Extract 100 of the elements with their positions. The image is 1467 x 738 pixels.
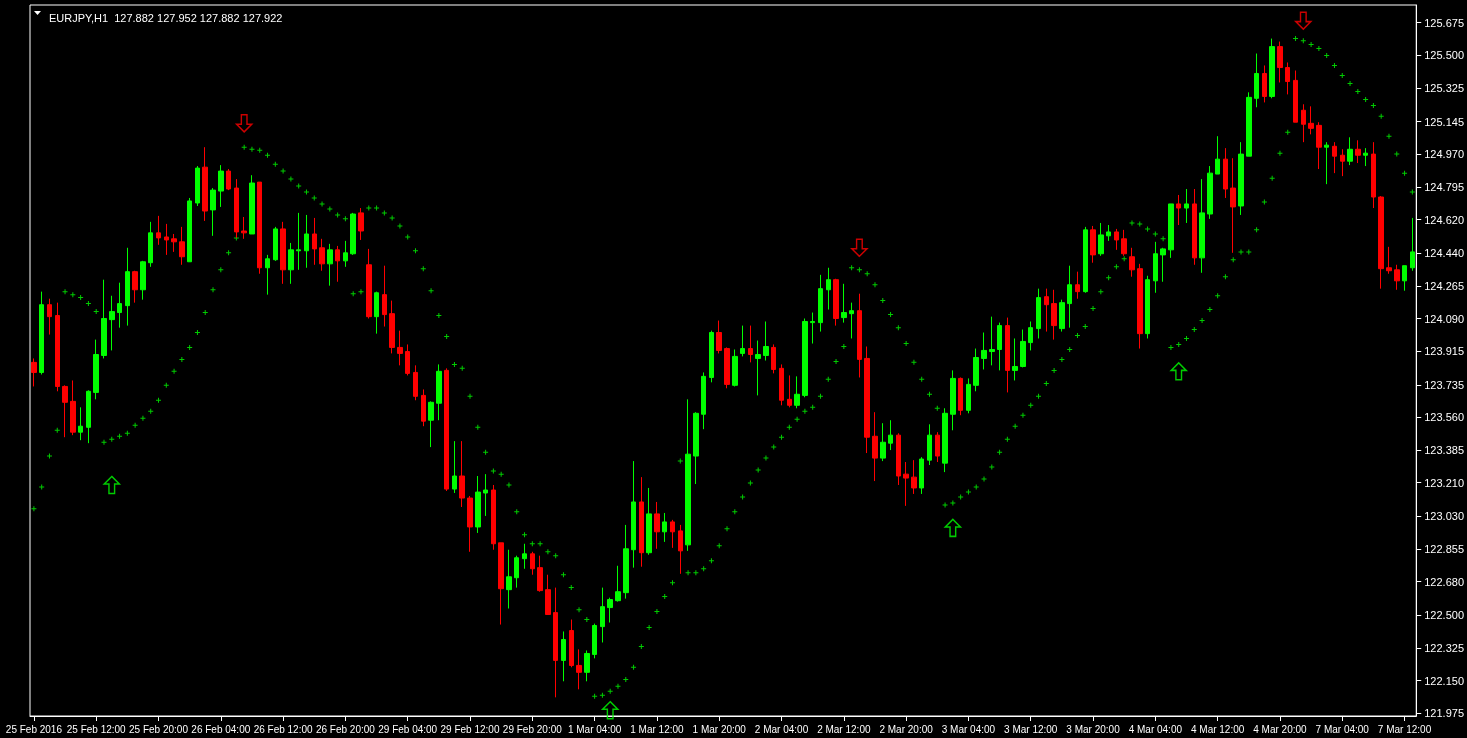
candlestick xyxy=(78,406,83,441)
point xyxy=(944,518,962,538)
candlestick xyxy=(1083,226,1088,294)
candlestick xyxy=(662,512,667,543)
candlestick xyxy=(187,197,192,263)
candlestick xyxy=(47,298,52,336)
candlestick xyxy=(1160,247,1166,283)
candlestick xyxy=(413,364,418,401)
candlestick xyxy=(794,375,800,409)
x-tick-label: 1 Mar 20:00 xyxy=(692,723,747,735)
candlestick xyxy=(1051,289,1057,341)
candlestick xyxy=(1153,241,1158,294)
candlestick xyxy=(218,164,224,208)
candlestick xyxy=(903,461,909,507)
y-tick-label: 122.150 xyxy=(1424,674,1464,687)
candlestick xyxy=(1324,141,1329,185)
y-tick-label: 123.030 xyxy=(1424,510,1464,523)
candlestick xyxy=(693,411,699,485)
candlestick xyxy=(561,630,566,682)
candlestick xyxy=(615,565,621,603)
candlestick xyxy=(1215,135,1220,175)
candlestick xyxy=(366,248,372,320)
candlestick xyxy=(1246,91,1252,157)
candlestick xyxy=(288,242,294,285)
candlestick xyxy=(576,648,582,690)
candlestick xyxy=(467,495,473,553)
x-tick-label: 29 Feb 04:00 xyxy=(378,723,438,735)
candlestick xyxy=(966,377,971,414)
x-tick-label: 4 Mar 12:00 xyxy=(1190,723,1245,735)
candlestick xyxy=(1340,148,1345,177)
candlestick xyxy=(382,265,387,328)
candlestick xyxy=(763,321,769,361)
candlestick xyxy=(335,245,340,283)
candlestick xyxy=(927,423,932,466)
candlestick xyxy=(639,476,644,568)
candlestick xyxy=(1028,321,1033,351)
candlestick xyxy=(39,291,44,375)
candlestick xyxy=(1371,141,1376,209)
x-tick-label: 26 Feb 12:00 xyxy=(253,723,314,735)
point xyxy=(235,114,253,133)
candlestick xyxy=(1036,288,1041,339)
candlestick xyxy=(1137,263,1143,350)
y-tick-label: 124.090 xyxy=(1424,312,1464,325)
candlestick xyxy=(631,460,636,569)
x-tick-label: 1 Mar 04:00 xyxy=(567,723,622,735)
candlestick xyxy=(997,322,1002,371)
candlestick xyxy=(678,524,683,575)
candlestick xyxy=(872,411,878,482)
candlestick xyxy=(374,291,379,335)
candlestick xyxy=(1090,225,1096,264)
candlestick xyxy=(958,376,963,416)
candlestick xyxy=(981,332,987,370)
candlestick xyxy=(327,243,333,287)
x-tick-label: 2 Mar 20:00 xyxy=(879,723,934,735)
candlestick xyxy=(1176,194,1181,226)
y-tick-label: 123.915 xyxy=(1424,345,1464,358)
y-tick-label: 124.620 xyxy=(1424,213,1464,226)
candlestick xyxy=(257,181,262,275)
candlestick xyxy=(179,226,185,266)
y-tick-label: 122.500 xyxy=(1424,609,1464,622)
candlestick xyxy=(62,384,68,438)
candlestick xyxy=(164,223,169,256)
x-tick-label: 1 Mar 12:00 xyxy=(630,723,685,735)
candlestick xyxy=(1199,178,1205,274)
candlestick xyxy=(241,216,247,240)
candlestick xyxy=(1347,136,1353,166)
candlestick xyxy=(1394,264,1400,291)
x-tick-label: 25 Feb 20:00 xyxy=(129,723,189,735)
candlestick xyxy=(1020,329,1026,368)
candlestick xyxy=(483,473,488,517)
candlestick xyxy=(600,587,605,643)
candlestick xyxy=(1168,203,1174,259)
candlestick xyxy=(709,330,714,383)
candlestick xyxy=(389,300,395,354)
candlestick xyxy=(1059,299,1065,333)
candlestick xyxy=(919,456,924,495)
x-tick-label: 26 Feb 20:00 xyxy=(315,723,376,735)
point xyxy=(601,700,619,720)
candlestick xyxy=(1363,147,1368,167)
x-tick-label: 29 Feb 20:00 xyxy=(502,723,563,735)
candlestick xyxy=(1230,157,1236,254)
candlestick xyxy=(569,619,574,668)
candlestick xyxy=(195,165,200,207)
candlestick xyxy=(444,367,449,492)
candlestick xyxy=(771,343,776,374)
candlestick xyxy=(358,207,364,241)
candlestick xyxy=(1332,141,1337,174)
candlestick xyxy=(397,330,403,366)
x-tick-label: 3 Mar 12:00 xyxy=(1004,723,1058,735)
point xyxy=(103,475,121,495)
candlestick xyxy=(1106,224,1111,242)
candlestick xyxy=(755,340,761,396)
y-tick-label: 124.970 xyxy=(1424,148,1464,161)
y-tick-label: 123.385 xyxy=(1424,444,1464,457)
y-tick-label: 124.795 xyxy=(1424,180,1464,193)
candlestick xyxy=(514,555,519,589)
candlestick xyxy=(935,431,940,463)
candlestick xyxy=(685,398,691,552)
x-tick-label: 26 Feb 04:00 xyxy=(191,723,251,735)
text: EURJPY,H1 127.882 127.952 127.882 127.922 xyxy=(49,11,283,24)
